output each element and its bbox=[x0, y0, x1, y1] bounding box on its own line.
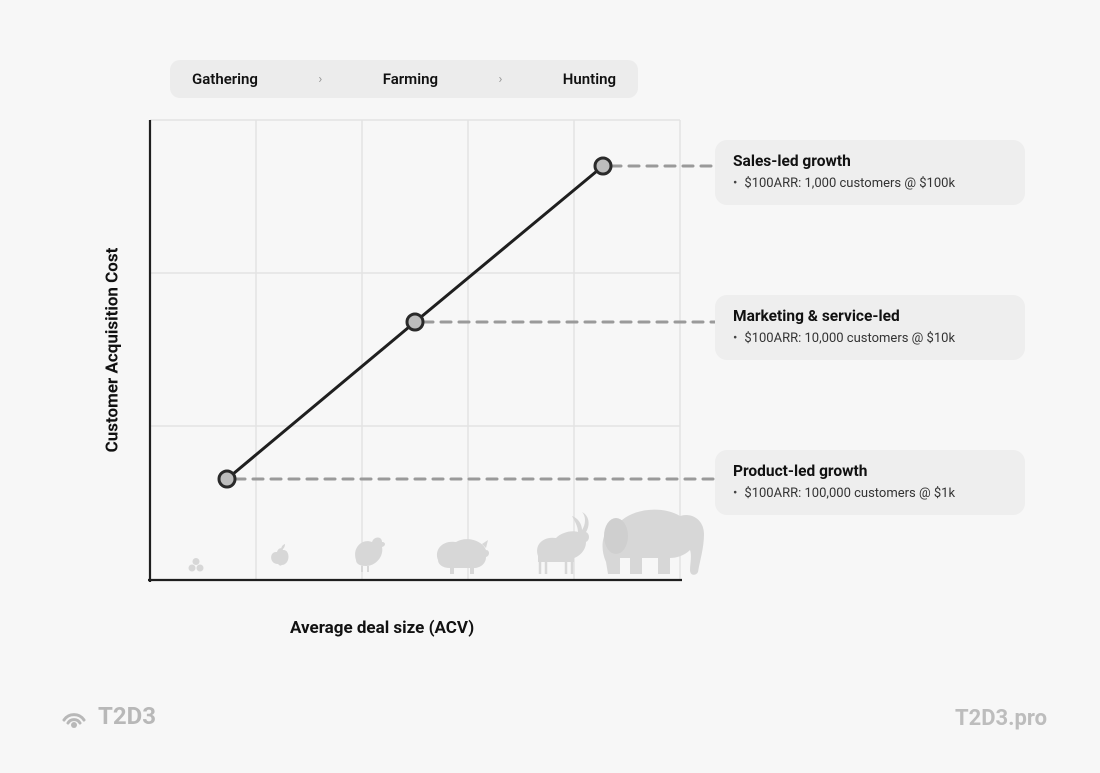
axes bbox=[148, 120, 682, 582]
card-product-led: Product-led growth $100ARR: 100,000 cust… bbox=[715, 450, 1025, 515]
deer-icon bbox=[537, 512, 589, 574]
chevron-right-icon: › bbox=[318, 72, 322, 87]
annotation-connectors bbox=[235, 166, 715, 479]
grid-lines bbox=[150, 120, 680, 580]
card-marketing-service-led: Marketing & service-led $100ARR: 10,000 … bbox=[715, 295, 1025, 360]
card-title: Sales-led growth bbox=[733, 152, 1007, 170]
card-title: Marketing & service-led bbox=[733, 307, 1007, 325]
card-sales-led: Sales-led growth $100ARR: 1,000 customer… bbox=[715, 140, 1025, 205]
marker-marketing-led bbox=[407, 314, 423, 330]
marker-sales-led bbox=[595, 158, 611, 174]
chicken-icon bbox=[355, 538, 385, 573]
marker-product-led bbox=[219, 471, 235, 487]
brand-right: T2D3.pro bbox=[955, 706, 1047, 731]
brand-logo-icon bbox=[60, 702, 88, 730]
chevron-right-icon: › bbox=[498, 72, 502, 87]
elephant-icon bbox=[603, 510, 704, 575]
card-bullet: $100ARR: 1,000 customers @ $100k bbox=[733, 176, 1007, 191]
category-item-farming: Farming bbox=[383, 70, 438, 88]
seeds-icon bbox=[189, 558, 204, 572]
card-bullet: $100ARR: 10,000 customers @ $10k bbox=[733, 331, 1007, 346]
pig-icon bbox=[437, 539, 489, 574]
page-root: Gathering › Farming › Hunting Customer A… bbox=[0, 0, 1100, 773]
brand-left-text: T2D3 bbox=[98, 702, 156, 730]
card-title: Product-led growth bbox=[733, 462, 1007, 480]
card-bullet: $100ARR: 100,000 customers @ $1k bbox=[733, 486, 1007, 501]
category-bar: Gathering › Farming › Hunting bbox=[170, 60, 638, 98]
brand-left: T2D3 bbox=[60, 702, 156, 730]
apple-icon bbox=[271, 544, 288, 566]
x-axis-label: Average deal size (ACV) bbox=[290, 618, 474, 638]
xaxis-silhouettes bbox=[189, 510, 705, 575]
category-item-gathering: Gathering bbox=[192, 70, 258, 88]
category-item-hunting: Hunting bbox=[563, 70, 616, 88]
